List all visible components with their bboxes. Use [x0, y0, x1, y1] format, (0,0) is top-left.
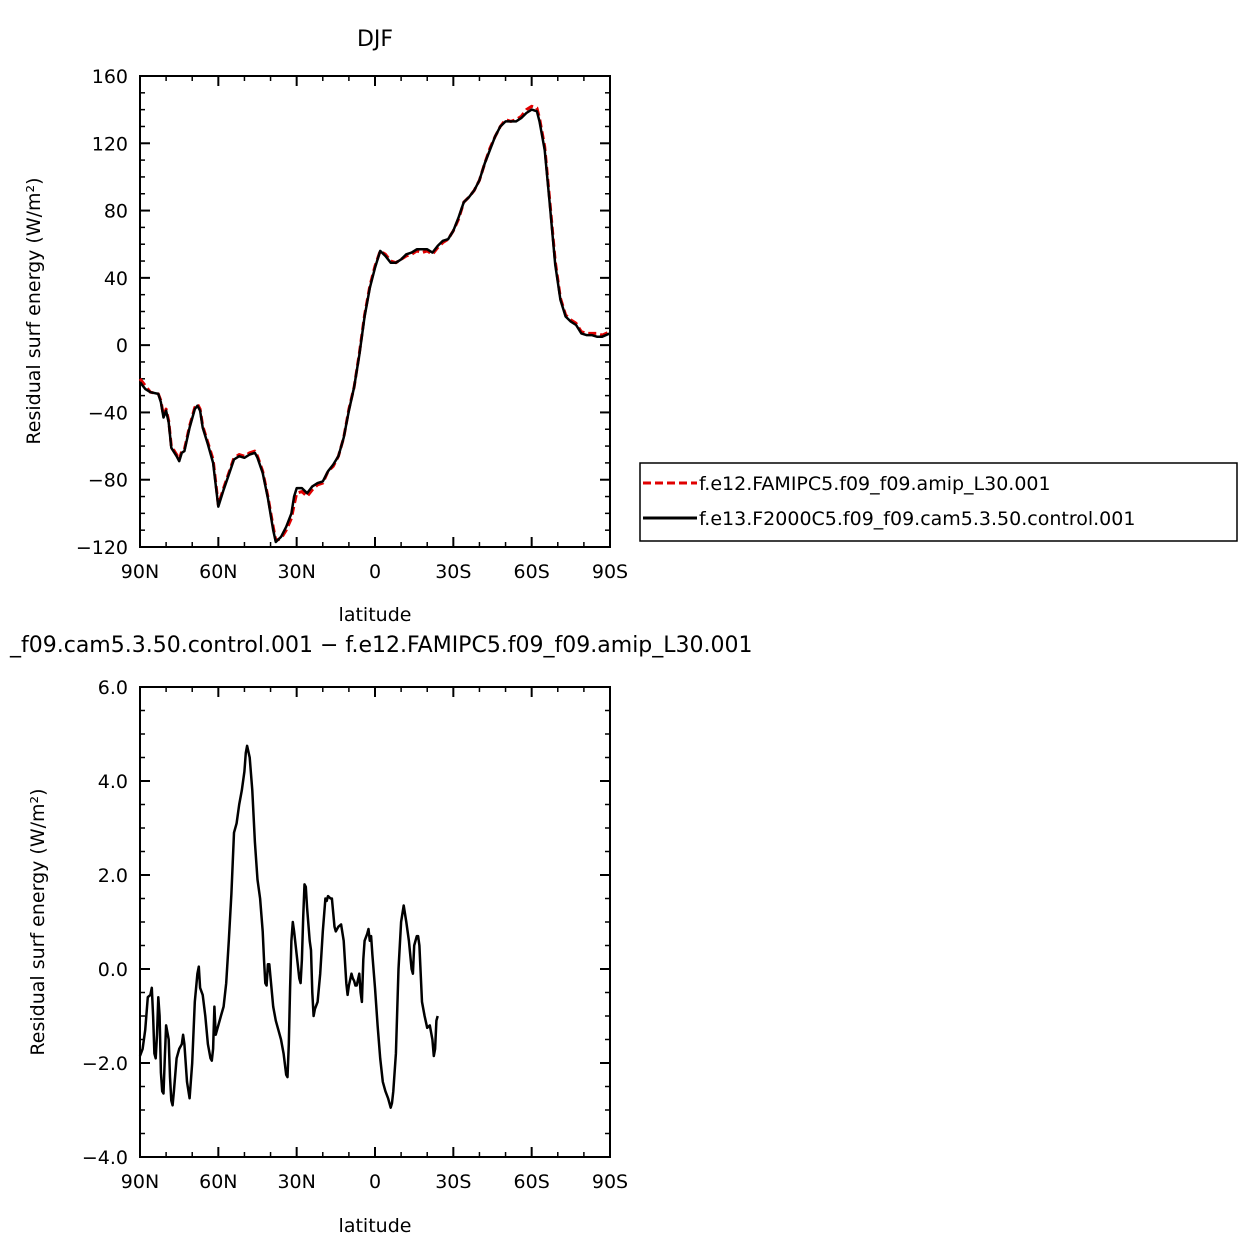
x-tick-label: 90N [121, 561, 159, 583]
x-tick-label: 60N [199, 1171, 237, 1193]
bottom-panel: _f09.cam5.3.50.control.001 − f.e12.FAMIP… [9, 633, 753, 1237]
top-x-axis-label: latitude [339, 604, 412, 626]
y-tick-label: 0 [116, 335, 128, 357]
top-chart-title: DJF [357, 27, 393, 52]
bottom-y-axis-label: Residual surf energy (W/m²) [27, 788, 49, 1055]
bottom-series-lines [138, 744, 439, 1109]
y-tick-label: −40 [88, 402, 128, 424]
legend: f.e12.FAMIPC5.f09_f09.amip_L30.001 f.e13… [639, 462, 1238, 542]
y-tick-label: −2.0 [82, 1053, 128, 1075]
bottom-plot-frame [139, 686, 611, 1158]
y-tick-label: −120 [76, 537, 128, 559]
top-x-ticks: 90N 60N 30N 0 30S 60S 90S [121, 76, 628, 583]
bottom-y-ticks: −4.0 −2.0 0.0 2.0 4.0 6.0 [82, 677, 610, 1169]
legend-label-amip: f.e12.FAMIPC5.f09_f09.amip_L30.001 [699, 473, 1051, 495]
bottom-minor-ticks [140, 687, 610, 1157]
top-y-axis-label: Residual surf energy (W/m²) [23, 177, 45, 444]
x-tick-label: 60N [199, 561, 237, 583]
y-tick-label: 80 [104, 201, 128, 223]
y-tick-label: −4.0 [82, 1147, 128, 1169]
x-tick-label: 30S [435, 561, 471, 583]
bottom-chart-title: _f09.cam5.3.50.control.001 − f.e12.FAMIP… [9, 633, 753, 658]
x-tick-label: 30N [277, 1171, 315, 1193]
x-tick-label: 60S [514, 1171, 550, 1193]
top-series-lines [138, 104, 611, 544]
y-tick-label: 2.0 [98, 865, 128, 887]
y-tick-label: −80 [88, 470, 128, 492]
bottom-x-ticks: 90N 60N 30N 0 30S 60S 90S [121, 687, 628, 1193]
y-tick-label: 0.0 [98, 959, 128, 981]
bottom-x-axis-label: latitude [339, 1215, 412, 1237]
x-tick-label: 90S [592, 561, 628, 583]
top-y-ticks: −120 −80 −40 0 40 80 120 160 [76, 66, 610, 559]
y-tick-label: 6.0 [98, 677, 128, 699]
series-line-0 [138, 744, 439, 1109]
top-minor-ticks [140, 76, 610, 547]
legend-box [639, 462, 1238, 542]
series-line-1 [139, 108, 611, 544]
x-tick-label: 30N [277, 561, 315, 583]
y-tick-label: 120 [92, 133, 128, 155]
y-tick-label: 160 [92, 66, 128, 88]
x-tick-label: 0 [369, 561, 381, 583]
x-tick-label: 90N [121, 1171, 159, 1193]
series-line-0 [138, 104, 611, 542]
x-tick-label: 90S [592, 1171, 628, 1193]
legend-label-control: f.e13.F2000C5.f09_f09.cam5.3.50.control.… [699, 508, 1135, 530]
x-tick-label: 0 [369, 1171, 381, 1193]
top-plot-frame [139, 75, 611, 548]
x-tick-label: 30S [435, 1171, 471, 1193]
x-tick-label: 60S [514, 561, 550, 583]
y-tick-label: 4.0 [98, 771, 128, 793]
top-panel: DJF −120 −80 −40 0 40 80 120 160 90N 60N 30N 0 30S 6… [23, 27, 1238, 626]
y-tick-label: 40 [104, 268, 128, 290]
